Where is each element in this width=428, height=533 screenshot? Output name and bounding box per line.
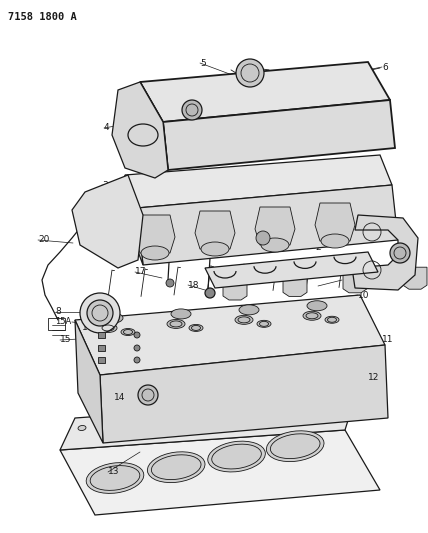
- Ellipse shape: [171, 309, 191, 319]
- Circle shape: [205, 288, 215, 298]
- Text: 13: 13: [108, 467, 119, 477]
- Ellipse shape: [99, 324, 117, 333]
- Polygon shape: [205, 252, 378, 288]
- Ellipse shape: [308, 385, 315, 390]
- Text: 10: 10: [358, 290, 369, 300]
- Ellipse shape: [303, 311, 321, 320]
- Polygon shape: [135, 215, 175, 253]
- Polygon shape: [352, 215, 418, 290]
- Polygon shape: [72, 175, 143, 268]
- Ellipse shape: [257, 320, 271, 327]
- Ellipse shape: [199, 404, 208, 409]
- Polygon shape: [140, 62, 390, 122]
- Text: 16: 16: [82, 324, 93, 333]
- Polygon shape: [60, 430, 380, 515]
- Text: 7: 7: [372, 221, 378, 230]
- Ellipse shape: [103, 313, 123, 323]
- Ellipse shape: [189, 325, 203, 332]
- Circle shape: [236, 59, 264, 87]
- Ellipse shape: [258, 394, 266, 399]
- Ellipse shape: [261, 238, 289, 252]
- Polygon shape: [403, 267, 427, 289]
- Text: 19: 19: [290, 263, 301, 272]
- Polygon shape: [140, 82, 168, 170]
- Ellipse shape: [235, 316, 253, 325]
- Text: 6: 6: [382, 62, 388, 71]
- Text: 8: 8: [55, 308, 61, 317]
- Ellipse shape: [307, 301, 327, 311]
- Polygon shape: [125, 175, 143, 265]
- Text: 14: 14: [114, 393, 125, 402]
- Circle shape: [356, 69, 364, 77]
- Ellipse shape: [86, 463, 144, 494]
- Circle shape: [134, 345, 140, 351]
- Polygon shape: [98, 357, 105, 363]
- Text: 7158 1800 A: 7158 1800 A: [8, 12, 77, 22]
- Ellipse shape: [141, 246, 169, 260]
- Polygon shape: [343, 271, 367, 293]
- Ellipse shape: [325, 316, 339, 323]
- Text: 9: 9: [342, 276, 348, 285]
- Text: 18: 18: [188, 280, 199, 289]
- Text: 15: 15: [60, 335, 71, 344]
- Circle shape: [166, 279, 174, 287]
- Ellipse shape: [239, 305, 259, 315]
- Circle shape: [134, 332, 140, 338]
- Circle shape: [390, 243, 410, 263]
- Ellipse shape: [147, 452, 205, 482]
- Circle shape: [134, 357, 140, 363]
- Polygon shape: [283, 274, 307, 296]
- Text: 12: 12: [368, 374, 379, 383]
- Polygon shape: [112, 82, 168, 178]
- Ellipse shape: [266, 431, 324, 462]
- Polygon shape: [315, 203, 355, 241]
- Circle shape: [256, 231, 270, 245]
- Text: 11: 11: [382, 335, 393, 344]
- Circle shape: [182, 100, 202, 120]
- Ellipse shape: [321, 234, 349, 248]
- Ellipse shape: [167, 319, 185, 328]
- Ellipse shape: [139, 415, 147, 419]
- Polygon shape: [223, 278, 247, 300]
- Text: 15A: 15A: [55, 318, 71, 327]
- Text: 1: 1: [358, 174, 364, 182]
- Ellipse shape: [208, 441, 265, 472]
- Ellipse shape: [121, 328, 135, 335]
- Circle shape: [87, 300, 113, 326]
- Polygon shape: [100, 345, 388, 443]
- Circle shape: [80, 293, 120, 333]
- Polygon shape: [163, 100, 395, 170]
- Polygon shape: [98, 332, 105, 338]
- Polygon shape: [98, 345, 105, 351]
- Polygon shape: [75, 295, 385, 375]
- Polygon shape: [60, 398, 355, 450]
- Polygon shape: [75, 320, 103, 443]
- Ellipse shape: [201, 242, 229, 256]
- Polygon shape: [195, 211, 235, 249]
- Polygon shape: [137, 185, 398, 265]
- Circle shape: [138, 385, 158, 405]
- Polygon shape: [255, 207, 295, 245]
- Text: 5: 5: [200, 59, 206, 68]
- Text: 17: 17: [135, 268, 146, 277]
- Polygon shape: [125, 155, 392, 208]
- Text: 20: 20: [38, 236, 49, 245]
- Ellipse shape: [78, 425, 86, 431]
- Text: 2: 2: [315, 244, 321, 253]
- Text: 4: 4: [104, 124, 110, 133]
- Text: 3: 3: [102, 181, 108, 190]
